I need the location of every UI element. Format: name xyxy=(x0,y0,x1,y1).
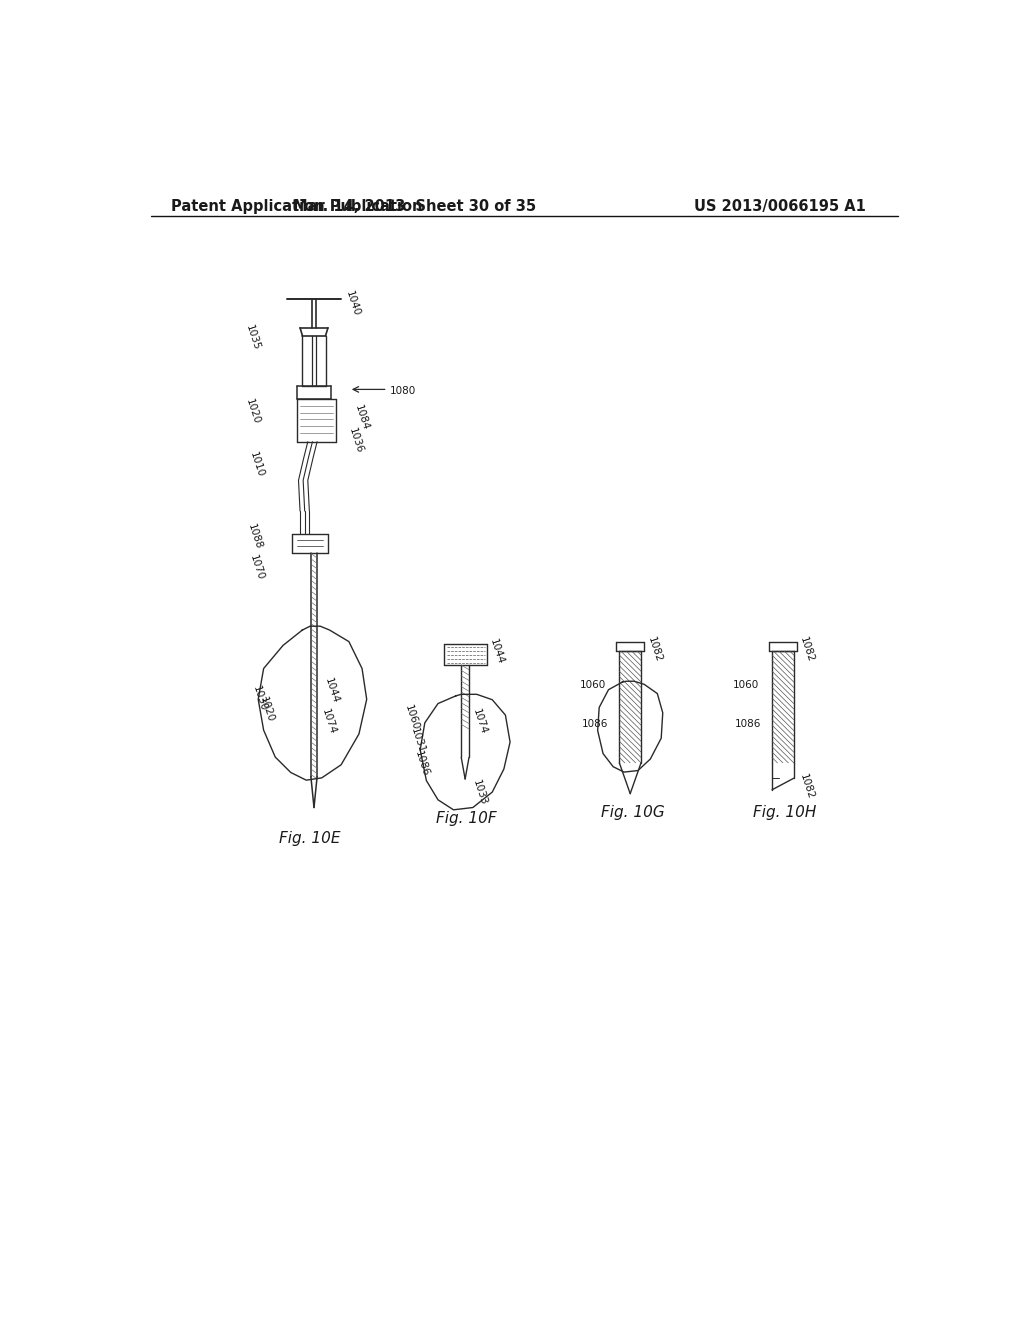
Text: 1020: 1020 xyxy=(258,696,275,723)
Text: Patent Application Publication: Patent Application Publication xyxy=(171,199,422,214)
Text: 1088: 1088 xyxy=(246,523,263,550)
Text: 1031: 1031 xyxy=(410,726,427,755)
Text: Fig. 10G: Fig. 10G xyxy=(601,805,665,820)
Text: 1033: 1033 xyxy=(471,779,489,808)
Text: 1070: 1070 xyxy=(248,553,266,582)
Text: 1060: 1060 xyxy=(732,681,759,690)
Text: US 2013/0066195 A1: US 2013/0066195 A1 xyxy=(693,199,865,214)
Text: 1084: 1084 xyxy=(352,404,371,432)
Text: 1060: 1060 xyxy=(403,704,421,731)
Text: Fig. 10F: Fig. 10F xyxy=(435,812,497,826)
Text: 1080: 1080 xyxy=(390,385,416,396)
Text: 1044: 1044 xyxy=(488,638,506,665)
Text: 1082: 1082 xyxy=(799,772,816,800)
Text: 1030: 1030 xyxy=(251,684,268,713)
Text: 1086: 1086 xyxy=(735,719,761,729)
Text: 1036: 1036 xyxy=(346,426,365,454)
Text: 1074: 1074 xyxy=(471,708,489,735)
Text: 1035: 1035 xyxy=(245,323,262,352)
Text: 1040: 1040 xyxy=(343,289,361,317)
Text: 1082: 1082 xyxy=(646,636,664,664)
Text: 1010: 1010 xyxy=(248,451,266,479)
Text: 1082: 1082 xyxy=(799,636,816,664)
Text: 1044: 1044 xyxy=(324,677,341,705)
Text: 1086: 1086 xyxy=(413,750,430,777)
Text: Mar. 14, 2013  Sheet 30 of 35: Mar. 14, 2013 Sheet 30 of 35 xyxy=(293,199,537,214)
Text: Fig. 10H: Fig. 10H xyxy=(754,805,817,820)
Text: 1086: 1086 xyxy=(583,719,608,729)
Text: 1074: 1074 xyxy=(321,708,338,735)
Text: Fig. 10E: Fig. 10E xyxy=(280,830,341,846)
Text: 1020: 1020 xyxy=(245,397,262,425)
Text: 1060: 1060 xyxy=(580,681,606,690)
